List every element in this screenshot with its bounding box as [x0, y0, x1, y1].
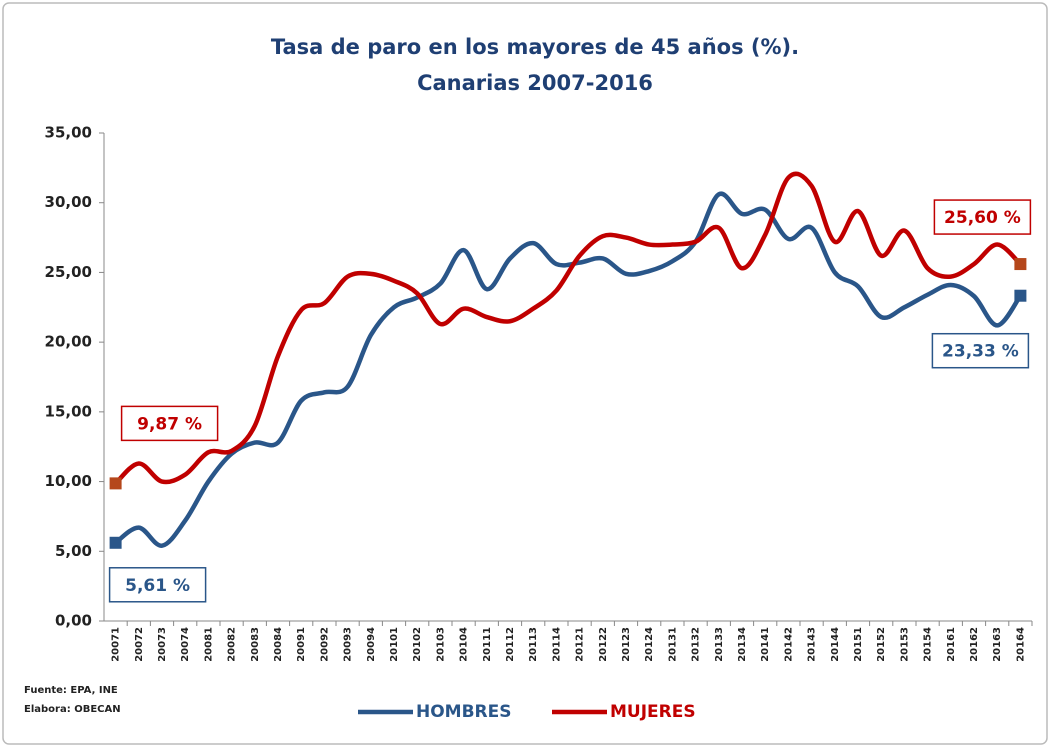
value-label: 5,61 %	[125, 576, 190, 596]
y-tick-label: 25,00	[45, 263, 92, 281]
x-tick-label: 20103	[435, 627, 446, 662]
y-tick-label: 10,00	[45, 472, 92, 490]
x-tick-label: 20091	[296, 627, 307, 662]
end-marker	[1014, 289, 1027, 302]
value-label-box	[120, 405, 219, 442]
x-tick-label: 20081	[203, 627, 214, 662]
x-tick-label: 20164	[1015, 627, 1026, 662]
y-tick-label: 5,00	[55, 542, 92, 560]
value-label-box	[931, 332, 1030, 369]
end-marker	[1014, 258, 1027, 271]
x-tick-label: 20121	[575, 627, 586, 662]
legend-label: HOMBRES	[416, 702, 512, 722]
x-tick-label: 20083	[250, 627, 261, 662]
legend-label: MUJERES	[610, 702, 696, 722]
x-tick-label: 20134	[737, 627, 748, 662]
x-tick-label: 20144	[830, 627, 841, 662]
x-tick-label: 20154	[923, 627, 934, 662]
x-tick-label: 20112	[505, 627, 516, 662]
x-tick-label: 20163	[992, 627, 1003, 662]
x-tick-label: 20152	[876, 627, 887, 662]
series-line	[114, 171, 1022, 486]
x-tick-label: 20123	[621, 627, 632, 662]
source-note: Fuente: EPA, INE	[24, 685, 118, 696]
x-tick-label: 20142	[783, 627, 794, 662]
end-marker	[109, 477, 122, 490]
x-tick-label: 20143	[807, 627, 818, 662]
x-tick-label: 20133	[714, 627, 725, 662]
y-tick-label: 35,00	[45, 124, 92, 142]
x-tick-label: 20072	[134, 627, 145, 662]
x-tick-label: 20113	[528, 627, 539, 662]
x-tick-label: 20082	[227, 627, 238, 662]
x-tick-label: 20132	[691, 627, 702, 662]
x-tick-label: 20073	[157, 627, 168, 662]
x-tick-label: 20141	[760, 627, 771, 662]
x-tick-label: 20093	[343, 627, 354, 662]
value-label-box	[108, 567, 207, 603]
x-tick-label: 20153	[899, 627, 910, 662]
x-tick-label: 20102	[412, 627, 423, 662]
x-tick-label: 20161	[946, 627, 957, 662]
series-line	[114, 191, 1023, 548]
x-tick-label: 20084	[273, 627, 284, 662]
value-label: 25,60 %	[944, 208, 1021, 228]
y-tick-label: 20,00	[45, 333, 92, 351]
x-tick-label: 20104	[459, 627, 470, 662]
x-tick-label: 20094	[366, 627, 377, 662]
x-tick-label: 20151	[853, 627, 864, 662]
chart-subtitle: Canarias 2007-2016	[417, 71, 653, 95]
x-tick-label: 20131	[667, 627, 678, 662]
x-tick-label: 20111	[482, 627, 493, 662]
chart-title: Tasa de paro en los mayores de 45 años (…	[271, 35, 799, 59]
y-tick-label: 0,00	[55, 612, 92, 630]
y-tick-label: 30,00	[45, 193, 92, 211]
value-label-box	[933, 199, 1032, 235]
y-tick-label: 15,00	[45, 402, 92, 420]
end-marker	[109, 536, 122, 549]
credit-note: Elabora: OBECAN	[24, 704, 121, 715]
x-tick-label: 20074	[180, 627, 191, 662]
x-tick-label: 20114	[551, 627, 562, 662]
value-label: 23,33 %	[942, 342, 1019, 362]
x-tick-label: 20101	[389, 627, 400, 662]
x-tick-label: 20162	[969, 627, 980, 662]
x-tick-label: 20071	[111, 627, 122, 662]
x-tick-label: 20092	[319, 627, 330, 662]
x-tick-label: 20124	[644, 627, 655, 662]
value-label: 9,87 %	[137, 414, 202, 434]
x-tick-label: 20122	[598, 627, 609, 662]
